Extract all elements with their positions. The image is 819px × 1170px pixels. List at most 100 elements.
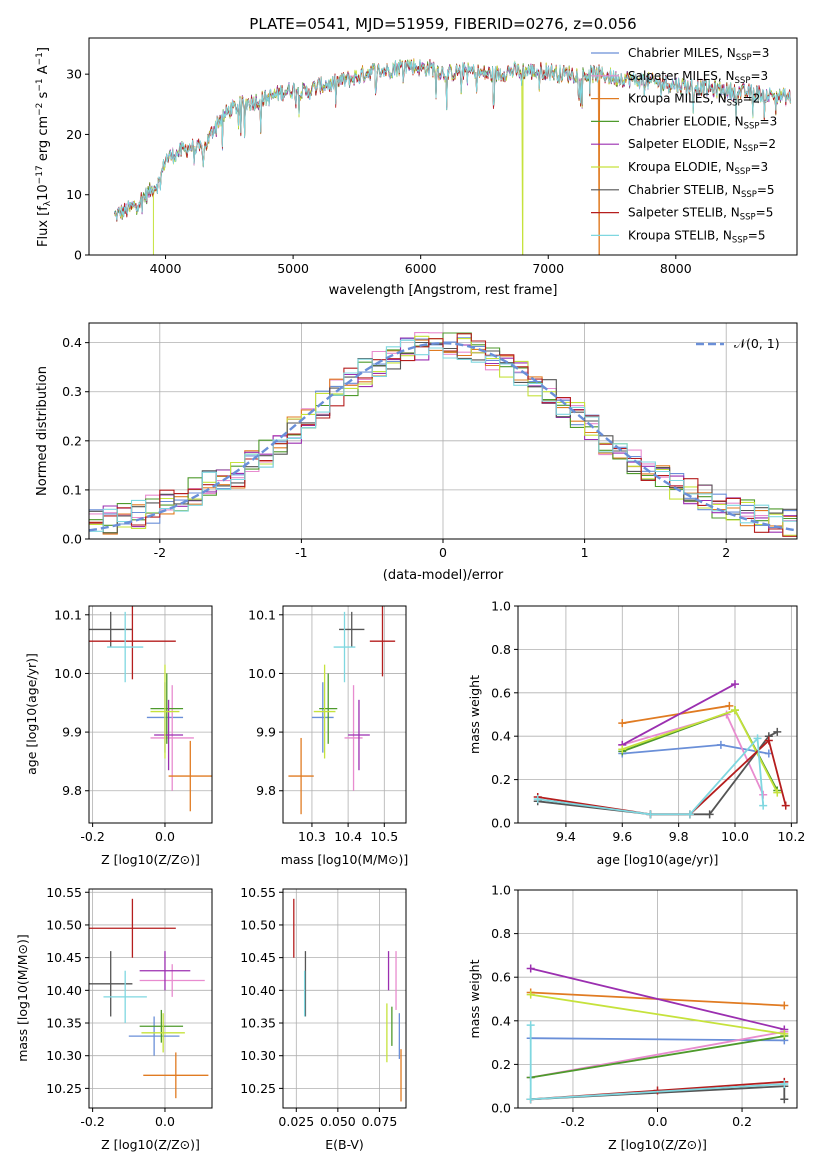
x-tick-label: 9.8 [669, 829, 689, 844]
x-tick-label: 9.6 [612, 829, 632, 844]
y-axis-label: mass weight [467, 959, 482, 1038]
weight-marker [780, 1001, 789, 1010]
x-tick-label: 0.0 [155, 1114, 175, 1129]
x-axis-label: wavelength [Angstrom, rest frame] [329, 283, 558, 298]
y-tick-label: 1.0 [491, 599, 511, 614]
plot-area [89, 606, 212, 812]
x-axis-label: (data-model)/error [383, 568, 504, 583]
axes-frame [88, 37, 798, 256]
legend-entry: 𝒩(0, 1) [734, 336, 780, 351]
chart-title: PLATE=0541, MJD=51959, FIBERID=0276, z=0… [249, 15, 636, 33]
y-tick-label: 10.1 [54, 607, 82, 622]
x-tick-label: 9.4 [556, 829, 576, 844]
weight-marker [764, 736, 773, 745]
x-axis-label: Z [log10(Z/Z⊙)] [608, 1137, 707, 1152]
histogram-kroupa-stelib [89, 339, 797, 532]
axes-weight-Z: -0.2 0.0 0.2 0.0 0.2 0.4 0.6 0.8 1.0 [491, 883, 798, 1129]
y-tick-label: 0.6 [491, 970, 511, 985]
y-tick-label: 0.1 [62, 482, 82, 497]
legend-entry: Chabrier STELIB, NSSP=5 [628, 183, 775, 200]
axes-frame [88, 605, 213, 824]
x-tick-label: 10.2 [777, 829, 805, 844]
x-tick-label: -0.2 [80, 829, 104, 844]
y-tick-label: 10.55 [240, 885, 276, 900]
y-tick-label: 10 [66, 187, 82, 202]
y-tick-label: 10.55 [46, 885, 82, 900]
legend-entry: Kroupa ELODIE, NSSP=3 [628, 160, 768, 177]
x-tick-label: 0.075 [362, 1114, 398, 1129]
y-tick-label: 9.9 [62, 725, 82, 740]
y-axis-label: age [log10(age/yr)] [24, 653, 39, 775]
weight-marker [731, 706, 739, 715]
plot-area [533, 680, 790, 819]
y-tick-label: 0.4 [491, 1013, 511, 1028]
weight-marker [646, 810, 655, 819]
x-tick-label: 2 [722, 545, 730, 560]
x-tick-label: -0.2 [80, 1114, 104, 1129]
axes-spectrum: 4000 5000 6000 7000 8000 0 10 20 30 [66, 37, 798, 276]
y-tick-label: 1.0 [491, 883, 511, 898]
x-tick-label: 10.4 [334, 829, 362, 844]
y-tick-label: 0.4 [62, 335, 82, 350]
weight-line [622, 704, 730, 725]
y-axis-label: Normed distribution [35, 366, 50, 496]
y-tick-label: 9.9 [256, 725, 276, 740]
y-tick-label: 10.50 [46, 917, 82, 932]
weight-marker [773, 788, 782, 797]
y-tick-label: 10.25 [46, 1081, 82, 1096]
y-tick-label: 10.1 [248, 607, 276, 622]
plot-area [89, 332, 797, 537]
weight-marker [618, 719, 627, 728]
weight-marker [773, 727, 782, 736]
y-axis-label: Flux [fλ10−17 erg cm−2 s−1 A−1] [35, 47, 53, 247]
legend-entry: Chabrier MILES, NSSP=3 [628, 46, 769, 63]
weight-marker [533, 795, 542, 804]
y-tick-label: 20 [66, 127, 82, 142]
x-tick-label: 7000 [532, 261, 564, 276]
x-tick-label: 10.5 [370, 829, 398, 844]
legend-entry: Salpeter ELODIE, NSSP=2 [628, 137, 776, 154]
y-tick-label: 0.2 [491, 772, 511, 787]
x-axis-label: E(B-V) [325, 1137, 364, 1152]
y-tick-label: 0.4 [491, 729, 511, 744]
y-tick-label: 10.45 [46, 950, 82, 965]
y-tick-label: 10.45 [240, 950, 276, 965]
plot-area [293, 898, 402, 1102]
weight-marker [753, 734, 762, 743]
y-axis-label: mass weight [467, 675, 482, 754]
y-tick-label: 9.8 [256, 783, 276, 798]
x-tick-label: 4000 [150, 261, 182, 276]
gaussian-curve [89, 341, 797, 532]
axes-age-Z: -0.2 0.0 9.8 9.9 10.0 10.1 [54, 605, 213, 844]
y-tick-label: 30 [66, 67, 82, 82]
plot-area [526, 964, 789, 1104]
weight-marker [526, 1095, 535, 1104]
x-tick-label: -2 [154, 545, 166, 560]
y-tick-label: 10.35 [46, 1016, 82, 1031]
y-axis-label: mass [log10(M/M⊙)] [15, 934, 30, 1062]
axes-mass-ebv: 0.025 0.050 0.075 10.25 10.30 10.35 10.40 10.45… [240, 885, 407, 1129]
x-axis-label: age [log10(age/yr)] [597, 852, 719, 867]
y-tick-label: 0 [74, 248, 82, 263]
weight-marker [685, 810, 694, 819]
y-tick-label: 10.35 [240, 1016, 276, 1031]
weight-marker [731, 680, 739, 689]
weight-marker [705, 810, 714, 819]
y-tick-label: 0.8 [491, 642, 511, 657]
x-tick-label: 1 [581, 545, 589, 560]
y-tick-label: 0.2 [491, 1057, 511, 1072]
weight-marker [618, 745, 627, 754]
axes-frame [282, 605, 407, 824]
x-tick-label: 0.0 [155, 829, 175, 844]
weight-marker [725, 701, 734, 710]
legend-entry: Kroupa STELIB, NSSP=5 [628, 228, 766, 245]
axes-frame [88, 888, 213, 1109]
y-tick-label: 10.30 [46, 1048, 82, 1063]
x-axis-label: mass [log10(M/M⊙)] [281, 852, 409, 867]
weight-line [530, 1035, 785, 1079]
legend-entry: Salpeter MILES, NSSP=3 [628, 69, 768, 86]
weight-line [530, 967, 785, 1031]
y-tick-label: 0.0 [491, 1101, 511, 1116]
axes-age-mass: 10.3 10.4 10.5 9.8 9.9 10.0 10.1 [248, 605, 407, 844]
